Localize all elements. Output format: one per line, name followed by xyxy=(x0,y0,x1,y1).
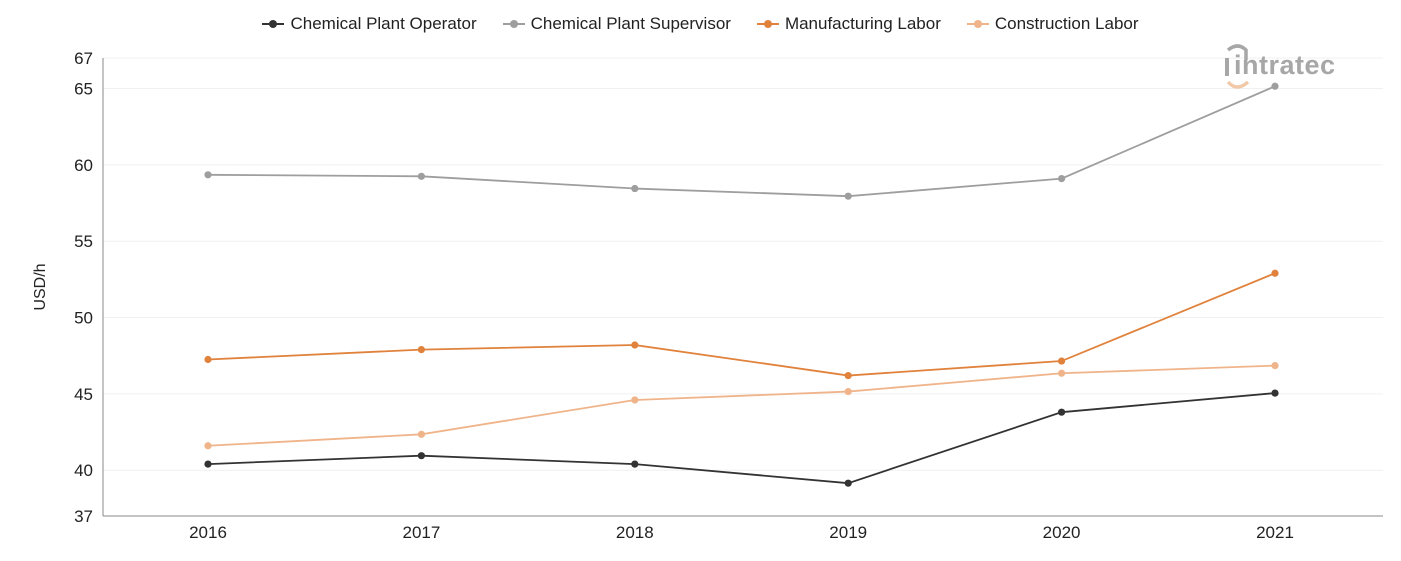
series-line xyxy=(207,85,1276,198)
legend-swatch xyxy=(262,19,285,29)
x-tick-label: 2018 xyxy=(616,523,654,542)
y-tick-label: 37 xyxy=(74,507,93,526)
data-point xyxy=(204,460,212,468)
data-point xyxy=(844,479,852,487)
y-tick-label: 40 xyxy=(74,461,93,480)
data-point xyxy=(844,192,852,200)
y-axis-title: USD/h xyxy=(32,263,49,310)
logo-arc-icon xyxy=(1225,44,1250,89)
y-tick-label: 65 xyxy=(74,80,93,99)
series-line xyxy=(207,392,1276,485)
data-point xyxy=(417,452,425,460)
logo-text: intratec xyxy=(1234,50,1336,80)
legend-item: Manufacturing Labor xyxy=(756,14,941,34)
x-tick-label: 2020 xyxy=(1043,523,1081,542)
data-point xyxy=(417,430,425,438)
data-point xyxy=(631,184,639,193)
data-point xyxy=(417,345,425,354)
y-tick-label: 55 xyxy=(74,232,93,251)
data-point xyxy=(204,355,212,364)
y-tick-label: 50 xyxy=(74,309,93,328)
data-point xyxy=(631,341,639,349)
data-point xyxy=(1058,175,1066,183)
x-tick-label: 2016 xyxy=(189,523,227,542)
data-point xyxy=(204,171,212,179)
y-tick-label: 60 xyxy=(74,156,93,175)
legend-swatch xyxy=(966,19,989,29)
legend-item: Chemical Plant Supervisor xyxy=(502,14,731,34)
intratec-logo: intratec xyxy=(1222,40,1372,100)
legend-swatch xyxy=(502,19,525,29)
legend-label: Construction Labor xyxy=(994,14,1139,33)
data-point xyxy=(1058,408,1066,416)
data-point xyxy=(1058,369,1066,377)
data-point xyxy=(631,396,639,404)
data-point xyxy=(1271,82,1279,90)
data-point xyxy=(1271,269,1279,277)
x-tick-label: 2019 xyxy=(829,523,867,542)
data-point xyxy=(204,442,212,450)
data-point xyxy=(844,371,852,380)
data-point xyxy=(1271,362,1279,370)
legend-label: Chemical Plant Operator xyxy=(290,14,477,33)
series-line xyxy=(207,272,1276,377)
series-line xyxy=(207,364,1276,447)
data-point xyxy=(844,387,852,396)
y-tick-label: 45 xyxy=(74,385,93,404)
data-point xyxy=(1271,389,1279,397)
legend-label: Chemical Plant Supervisor xyxy=(530,14,731,33)
x-tick-label: 2021 xyxy=(1256,523,1294,542)
data-point xyxy=(631,460,639,468)
data-point xyxy=(417,172,425,180)
legend-item: Chemical Plant Operator xyxy=(262,14,477,34)
y-tick-label: 67 xyxy=(74,49,93,68)
legend-swatch xyxy=(756,19,779,29)
data-point xyxy=(1058,357,1066,365)
legend: Chemical Plant Operator Chemical Plant Su… xyxy=(0,14,1401,34)
x-tick-label: 2017 xyxy=(402,523,440,542)
legend-item: Construction Labor xyxy=(966,14,1139,34)
legend-label: Manufacturing Labor xyxy=(784,14,941,33)
